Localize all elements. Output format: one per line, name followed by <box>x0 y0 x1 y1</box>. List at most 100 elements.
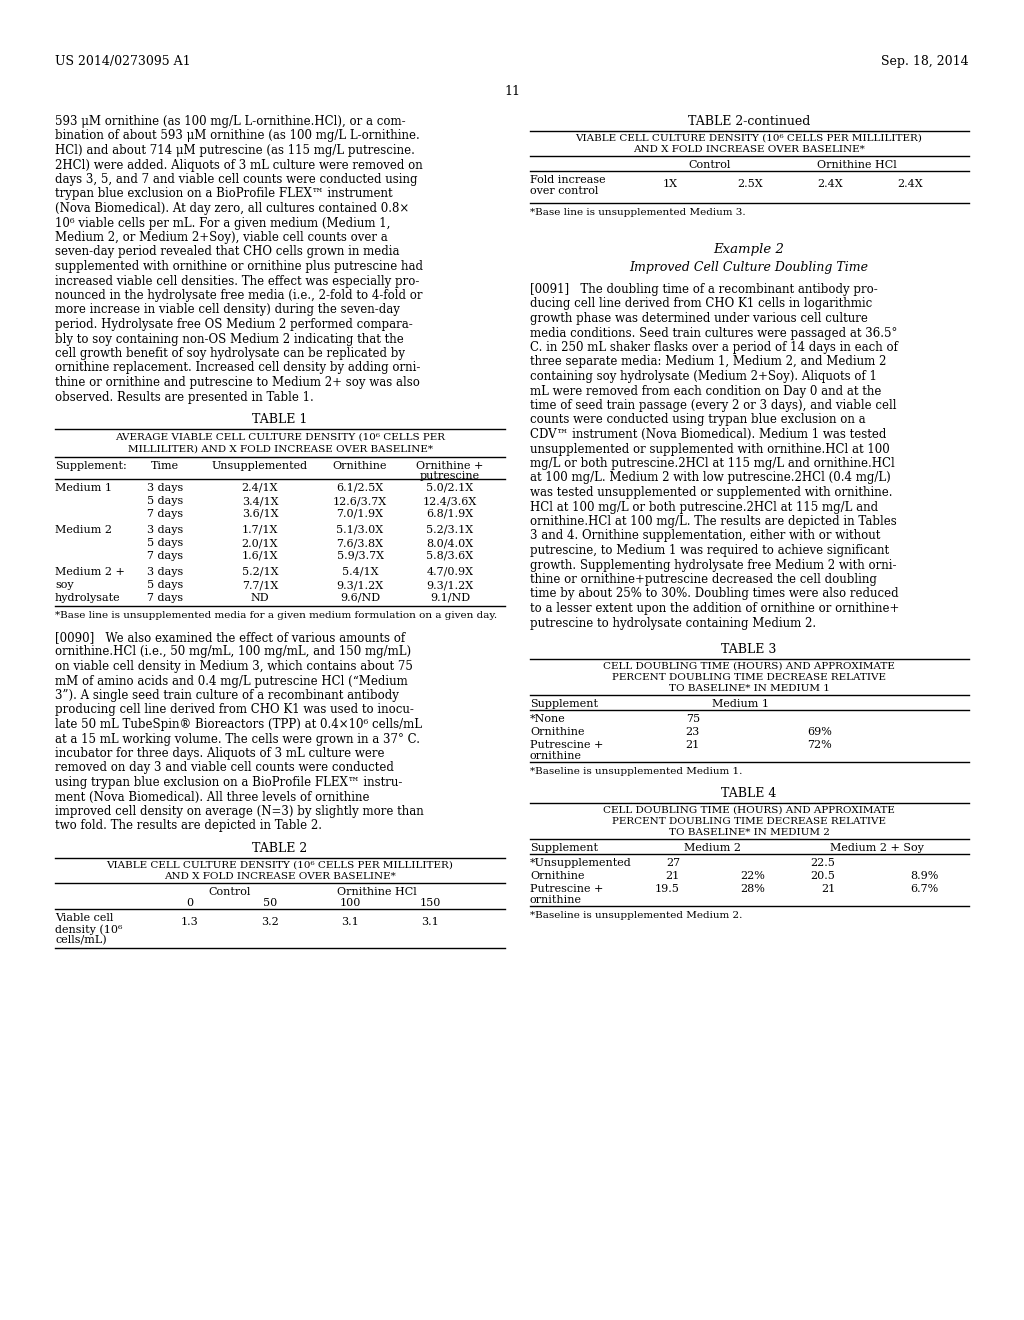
Text: TO BASELINE* IN MEDIUM 2: TO BASELINE* IN MEDIUM 2 <box>669 828 829 837</box>
Text: PERCENT DOUBLING TIME DECREASE RELATIVE: PERCENT DOUBLING TIME DECREASE RELATIVE <box>612 817 886 826</box>
Text: 5.9/3.7X: 5.9/3.7X <box>337 550 384 561</box>
Text: thine or ornithine+putrescine decreased the cell doubling: thine or ornithine+putrescine decreased … <box>530 573 877 586</box>
Text: CDV™ instrument (Nova Biomedical). Medium 1 was tested: CDV™ instrument (Nova Biomedical). Mediu… <box>530 428 887 441</box>
Text: Sep. 18, 2014: Sep. 18, 2014 <box>882 55 969 69</box>
Text: 19.5: 19.5 <box>655 884 680 894</box>
Text: 5.4/1X: 5.4/1X <box>342 568 378 577</box>
Text: TABLE 3: TABLE 3 <box>721 643 776 656</box>
Text: 7.6/3.8X: 7.6/3.8X <box>337 539 384 548</box>
Text: two fold. The results are depicted in Table 2.: two fold. The results are depicted in Ta… <box>55 820 322 833</box>
Text: 3.1: 3.1 <box>341 917 358 927</box>
Text: Medium 2: Medium 2 <box>683 843 740 853</box>
Text: HCl) and about 714 μM putrescine (as 115 mg/L putrescine.: HCl) and about 714 μM putrescine (as 115… <box>55 144 415 157</box>
Text: Control: Control <box>689 160 731 170</box>
Text: incubator for three days. Aliquots of 3 mL culture were: incubator for three days. Aliquots of 3 … <box>55 747 384 760</box>
Text: 100: 100 <box>339 898 360 908</box>
Text: Supplement:: Supplement: <box>55 461 127 471</box>
Text: ornithine.HCl at 100 mg/L. The results are depicted in Tables: ornithine.HCl at 100 mg/L. The results a… <box>530 515 897 528</box>
Text: media conditions. Seed train cultures were passaged at 36.5°: media conditions. Seed train cultures we… <box>530 326 897 339</box>
Text: 22.5: 22.5 <box>810 858 835 869</box>
Text: 5.0/2.1X: 5.0/2.1X <box>426 483 473 492</box>
Text: Ornithine +: Ornithine + <box>417 461 483 471</box>
Text: 27: 27 <box>666 858 680 869</box>
Text: to a lesser extent upon the addition of ornithine or ornithine+: to a lesser extent upon the addition of … <box>530 602 899 615</box>
Text: CELL DOUBLING TIME (HOURS) AND APPROXIMATE: CELL DOUBLING TIME (HOURS) AND APPROXIMA… <box>603 807 895 814</box>
Text: ducing cell line derived from CHO K1 cells in logarithmic: ducing cell line derived from CHO K1 cel… <box>530 297 872 310</box>
Text: 21: 21 <box>821 884 835 894</box>
Text: ment (Nova Biomedical). All three levels of ornithine: ment (Nova Biomedical). All three levels… <box>55 791 370 804</box>
Text: increased viable cell densities. The effect was especially pro-: increased viable cell densities. The eff… <box>55 275 420 288</box>
Text: [0090]   We also examined the effect of various amounts of: [0090] We also examined the effect of va… <box>55 631 406 644</box>
Text: 3 and 4. Ornithine supplementation, either with or without: 3 and 4. Ornithine supplementation, eith… <box>530 529 881 543</box>
Text: 5.2/1X: 5.2/1X <box>242 568 279 577</box>
Text: 2HCl) were added. Aliquots of 3 mL culture were removed on: 2HCl) were added. Aliquots of 3 mL cultu… <box>55 158 423 172</box>
Text: Medium 1: Medium 1 <box>55 483 112 492</box>
Text: 8.9%: 8.9% <box>910 871 938 880</box>
Text: over control: over control <box>530 186 598 195</box>
Text: 7 days: 7 days <box>146 550 183 561</box>
Text: ND: ND <box>251 593 269 603</box>
Text: 3 days: 3 days <box>146 568 183 577</box>
Text: 72%: 72% <box>808 741 833 750</box>
Text: cell growth benefit of soy hydrolysate can be replicated by: cell growth benefit of soy hydrolysate c… <box>55 347 406 360</box>
Text: mM of amino acids and 0.4 mg/L putrescine HCl (“Medium: mM of amino acids and 0.4 mg/L putrescin… <box>55 675 408 688</box>
Text: 5 days: 5 days <box>146 496 183 506</box>
Text: 7.0/1.9X: 7.0/1.9X <box>337 510 384 519</box>
Text: ornithine.HCl (i.e., 50 mg/mL, 100 mg/mL, and 150 mg/mL): ornithine.HCl (i.e., 50 mg/mL, 100 mg/mL… <box>55 645 411 659</box>
Text: 3”). A single seed train culture of a recombinant antibody: 3”). A single seed train culture of a re… <box>55 689 399 702</box>
Text: PERCENT DOUBLING TIME DECREASE RELATIVE: PERCENT DOUBLING TIME DECREASE RELATIVE <box>612 673 886 682</box>
Text: 10⁶ viable cells per mL. For a given medium (Medium 1,: 10⁶ viable cells per mL. For a given med… <box>55 216 390 230</box>
Text: 2.0/1X: 2.0/1X <box>242 539 279 548</box>
Text: ornithine replacement. Increased cell density by adding orni-: ornithine replacement. Increased cell de… <box>55 362 421 375</box>
Text: bly to soy containing non-OS Medium 2 indicating that the: bly to soy containing non-OS Medium 2 in… <box>55 333 403 346</box>
Text: soy: soy <box>55 579 74 590</box>
Text: (Nova Biomedical). At day zero, all cultures contained 0.8×: (Nova Biomedical). At day zero, all cult… <box>55 202 410 215</box>
Text: TABLE 1: TABLE 1 <box>252 413 307 426</box>
Text: seven-day period revealed that CHO cells grown in media: seven-day period revealed that CHO cells… <box>55 246 399 259</box>
Text: ornithine: ornithine <box>530 751 582 762</box>
Text: 9.1/ND: 9.1/ND <box>430 593 470 603</box>
Text: *Baseline is unsupplemented Medium 1.: *Baseline is unsupplemented Medium 1. <box>530 767 742 776</box>
Text: Ornithine: Ornithine <box>333 461 387 471</box>
Text: Medium 2 + Soy: Medium 2 + Soy <box>830 843 924 853</box>
Text: improved cell density on average (N=3) by slightly more than: improved cell density on average (N=3) b… <box>55 805 424 818</box>
Text: Ornithine: Ornithine <box>530 871 585 880</box>
Text: Medium 1: Medium 1 <box>712 700 768 709</box>
Text: growth phase was determined under various cell culture: growth phase was determined under variou… <box>530 312 868 325</box>
Text: 150: 150 <box>419 898 440 908</box>
Text: 4.7/0.9X: 4.7/0.9X <box>427 568 473 577</box>
Text: AVERAGE VIABLE CELL CULTURE DENSITY (10⁶ CELLS PER: AVERAGE VIABLE CELL CULTURE DENSITY (10⁶… <box>115 433 445 442</box>
Text: TABLE 2-continued: TABLE 2-continued <box>688 115 810 128</box>
Text: 0: 0 <box>186 898 194 908</box>
Text: density (10⁶: density (10⁶ <box>55 924 123 935</box>
Text: 1.3: 1.3 <box>181 917 199 927</box>
Text: supplemented with ornithine or ornithine plus putrescine had: supplemented with ornithine or ornithine… <box>55 260 423 273</box>
Text: period. Hydrolysate free OS Medium 2 performed compara-: period. Hydrolysate free OS Medium 2 per… <box>55 318 413 331</box>
Text: Ornithine HCl: Ornithine HCl <box>337 887 417 898</box>
Text: 2.4X: 2.4X <box>897 180 923 189</box>
Text: bination of about 593 μM ornithine (as 100 mg/L L-ornithine.: bination of about 593 μM ornithine (as 1… <box>55 129 420 143</box>
Text: AND X FOLD INCREASE OVER BASELINE*: AND X FOLD INCREASE OVER BASELINE* <box>633 145 865 154</box>
Text: HCl at 100 mg/L or both putrescine.2HCl at 115 mg/L and: HCl at 100 mg/L or both putrescine.2HCl … <box>530 500 879 513</box>
Text: Time: Time <box>151 461 179 471</box>
Text: 6.8/1.9X: 6.8/1.9X <box>426 510 473 519</box>
Text: [0091]   The doubling time of a recombinant antibody pro-: [0091] The doubling time of a recombinan… <box>530 282 878 296</box>
Text: Medium 2: Medium 2 <box>55 525 112 535</box>
Text: US 2014/0273095 A1: US 2014/0273095 A1 <box>55 55 190 69</box>
Text: 1.7/1X: 1.7/1X <box>242 525 279 535</box>
Text: containing soy hydrolysate (Medium 2+Soy). Aliquots of 1: containing soy hydrolysate (Medium 2+Soy… <box>530 370 877 383</box>
Text: Putrescine +: Putrescine + <box>530 741 603 750</box>
Text: 20.5: 20.5 <box>810 871 835 880</box>
Text: at 100 mg/L. Medium 2 with low putrescine.2HCl (0.4 mg/L): at 100 mg/L. Medium 2 with low putrescin… <box>530 471 891 484</box>
Text: Supplement: Supplement <box>530 700 598 709</box>
Text: Control: Control <box>209 887 251 898</box>
Text: 9.3/1.2X: 9.3/1.2X <box>426 579 473 590</box>
Text: cells/mL): cells/mL) <box>55 935 106 945</box>
Text: MILLILITER) AND X FOLD INCREASE OVER BASELINE*: MILLILITER) AND X FOLD INCREASE OVER BAS… <box>128 445 432 454</box>
Text: thine or ornithine and putrescine to Medium 2+ soy was also: thine or ornithine and putrescine to Med… <box>55 376 420 389</box>
Text: CELL DOUBLING TIME (HOURS) AND APPROXIMATE: CELL DOUBLING TIME (HOURS) AND APPROXIMA… <box>603 663 895 671</box>
Text: 6.1/2.5X: 6.1/2.5X <box>337 483 384 492</box>
Text: 3.6/1X: 3.6/1X <box>242 510 279 519</box>
Text: Example 2: Example 2 <box>714 243 784 256</box>
Text: 12.6/3.7X: 12.6/3.7X <box>333 496 387 506</box>
